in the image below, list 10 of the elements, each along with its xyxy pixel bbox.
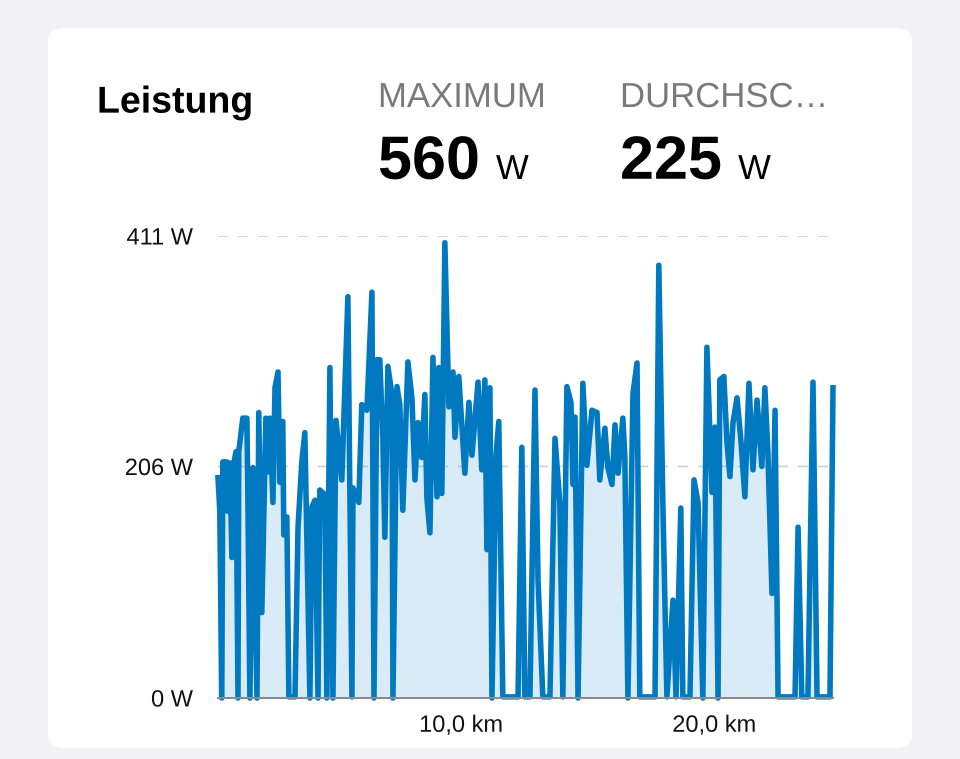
y-tick-label: 0 W xyxy=(152,690,193,707)
text: MAXIMUM xyxy=(380,83,543,108)
x-tick-label: 10,0 km xyxy=(420,714,502,735)
x-tick-label: 20,0 km xyxy=(673,714,755,735)
y-tick-label: 411 W xyxy=(127,228,193,245)
y-tick-label: 206 W xyxy=(126,458,193,476)
text: 225 W xyxy=(622,136,771,180)
chart-title: Leistung xyxy=(100,85,251,121)
text: DURCHSC… xyxy=(622,82,824,108)
text: 560 W xyxy=(380,136,529,180)
